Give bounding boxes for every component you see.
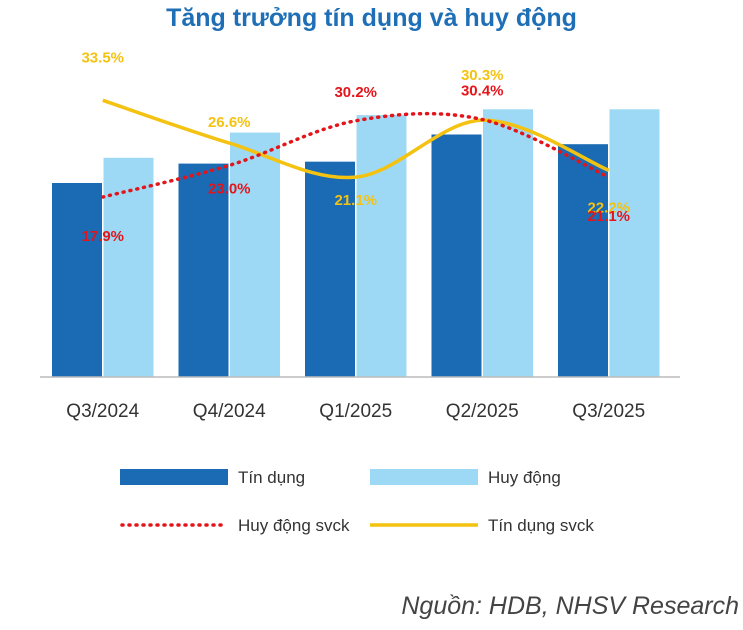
- bar-credit-3: [431, 134, 482, 377]
- legend-label: Huy động: [488, 468, 561, 487]
- chart-title: Tăng trưởng tín dụng và huy động: [166, 4, 577, 32]
- label-deposit-yoy: 17.9%: [81, 228, 124, 245]
- label-deposit-yoy: 30.2%: [334, 84, 377, 101]
- x-tick-label: Q1/2025: [319, 401, 392, 422]
- bar-deposit-3: [483, 109, 533, 377]
- legend-swatch: [370, 469, 478, 485]
- lines-group: [101, 98, 611, 199]
- legend-label: Tín dụng svck: [488, 516, 594, 535]
- label-deposit-yoy: 21.1%: [587, 208, 630, 225]
- bar-credit-1: [178, 163, 229, 377]
- x-tick-labels: Q3/2024 Q4/2024 Q1/2025 Q2/2025 Q3/2025: [66, 401, 645, 422]
- label-deposit-yoy: 23.0%: [208, 180, 251, 197]
- x-tick-label: Q3/2024: [66, 401, 139, 422]
- bar-credit-4: [558, 144, 608, 377]
- line-deposit-yoy: [101, 111, 611, 199]
- label-credit-yoy: 33.5%: [81, 49, 124, 66]
- legend: Tín dụng Huy động Huy động svck Tín dụng sv…: [120, 468, 594, 535]
- legend-label: Tín dụng: [238, 468, 305, 487]
- label-credit-yoy: 21.1%: [334, 192, 377, 209]
- x-tick-label: Q4/2024: [193, 401, 266, 422]
- legend-swatch: [120, 469, 228, 485]
- legend-label: Huy động svck: [238, 516, 350, 535]
- bar-deposit-2: [356, 115, 407, 377]
- source-note: Nguồn: HDB, NHSV Research: [401, 592, 739, 620]
- bars-group: [52, 109, 660, 377]
- label-deposit-yoy: 30.4%: [461, 83, 504, 100]
- data-labels-group: 33.5% 26.6% 21.1% 30.3% 22.2% 17.9% 23.0% 30.2%…: [81, 49, 630, 245]
- bar-credit-2: [305, 161, 355, 377]
- x-tick-label: Q2/2025: [446, 401, 519, 422]
- label-credit-yoy: 22.2%: [587, 199, 630, 216]
- x-tick-label: Q3/2025: [572, 401, 645, 422]
- line-credit-yoy: [102, 98, 610, 180]
- bar-deposit-4: [609, 109, 660, 377]
- label-credit-yoy: 26.6%: [208, 114, 251, 131]
- bar-credit-0: [52, 183, 102, 377]
- bar-deposit-1: [230, 132, 280, 377]
- label-credit-yoy: 30.3%: [461, 67, 504, 84]
